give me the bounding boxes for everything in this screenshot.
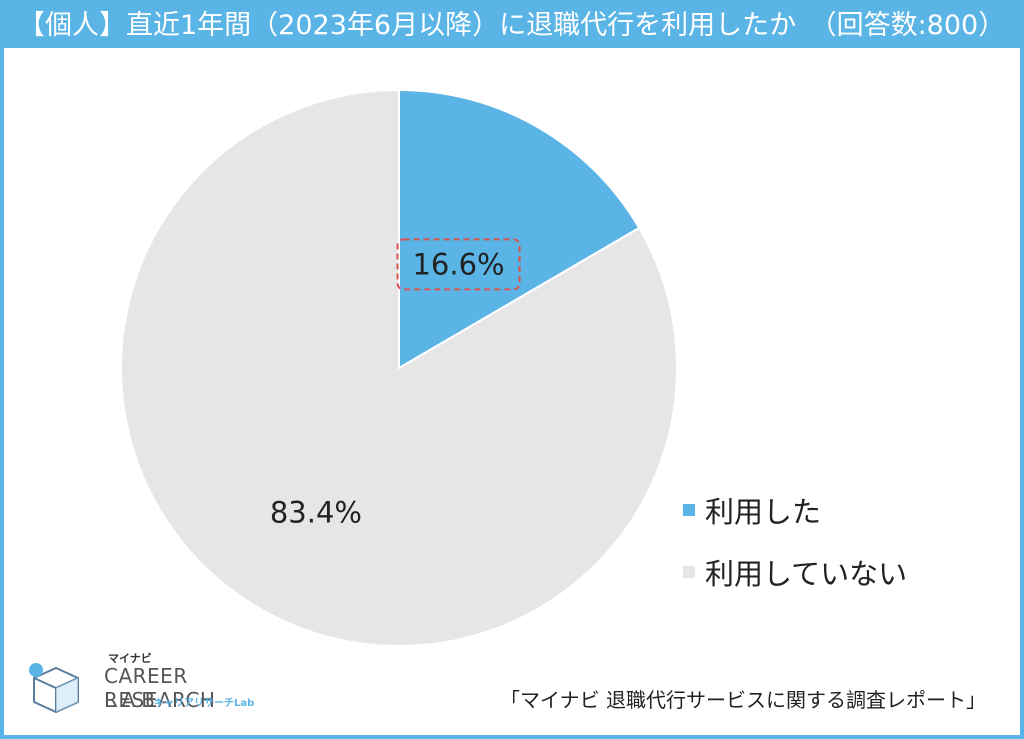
slice-label-used: 16.6% [412,247,504,281]
pie-slice-0 [398,88,641,370]
cube-logo-icon [29,663,79,714]
slice-label-not-used: 83.4% [270,496,362,530]
logo-line2: LAB [104,688,162,712]
legend: 利用した 利用していない [683,490,907,614]
logo-kana: マイナビ [108,652,152,665]
legend-item-not-used: 利用していない [683,552,907,592]
highlight-box [396,238,521,291]
legend-item-used: 利用した [683,490,907,530]
legend-swatch-not-used [683,566,695,578]
pie-slices [120,88,678,647]
legend-label-used: 利用した [705,495,822,529]
source-note: 「マイナビ 退職代行サービスに関する調査レポート」 [500,688,986,712]
legend-swatch-used [683,504,695,516]
logo-line1: CAREER RESEARCH [104,664,216,712]
career-research-lab-logo: マイナビ CAREER RESEARCH LAB キャリアリサーチLab [26,650,256,720]
chart-title: 【個人】直近1年間（2023年6月以降）に退職代行を利用したか （回答数:800… [4,4,1020,48]
legend-label-not-used: 利用していない [705,557,908,591]
pie-slice-1 [120,88,678,647]
logo-sub: キャリアリサーチLab [154,698,255,709]
